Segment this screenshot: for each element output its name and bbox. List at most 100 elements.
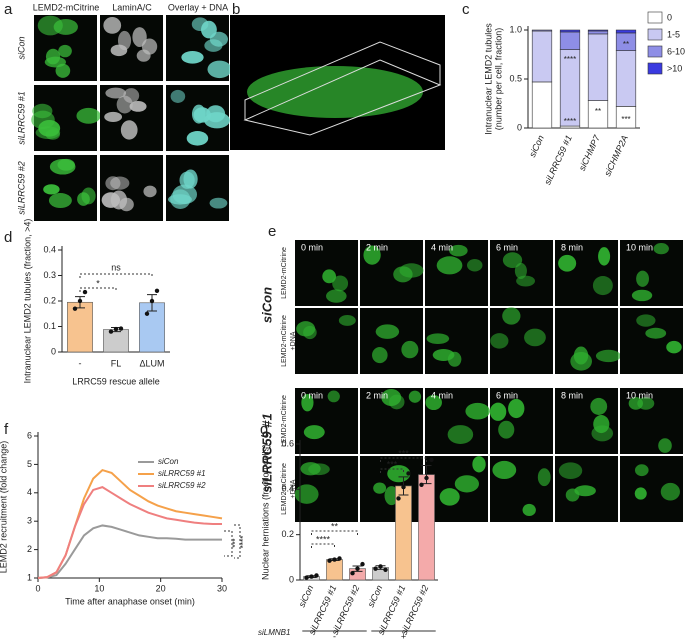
- row-label: LEMD2-mCitrine: [281, 463, 288, 515]
- cell: [454, 475, 480, 493]
- cell: [326, 289, 347, 303]
- cell: [119, 197, 134, 212]
- y-tick-label: 2: [27, 544, 32, 554]
- cell: [186, 131, 209, 146]
- time-label: 8 min: [561, 390, 583, 400]
- cell: [300, 462, 321, 476]
- x-axis-label: Time after anaphase onset (min): [65, 596, 195, 606]
- significance: ***: [621, 115, 630, 124]
- cell: [48, 193, 72, 209]
- cell: [45, 48, 61, 65]
- cell: [373, 482, 387, 494]
- cell: [327, 390, 340, 403]
- legend-swatch: [647, 45, 663, 58]
- y-tick-label: 0: [51, 346, 56, 356]
- y-tick-label: 1: [27, 572, 32, 582]
- cell: [565, 488, 580, 502]
- cell: [384, 486, 399, 506]
- y-tick-label: 6: [27, 430, 32, 440]
- cell: [43, 184, 60, 195]
- cell: [436, 256, 463, 275]
- cell: [338, 315, 356, 326]
- micrograph: [490, 388, 553, 454]
- row-label: LEMD2-mCitrine: [281, 395, 288, 447]
- bar-segment: [615, 50, 637, 107]
- y-axis-label: LEMD2 recruitment (fold change): [0, 441, 8, 574]
- cell: [492, 460, 517, 480]
- panel-label: a: [4, 1, 13, 18]
- bar-segment: [587, 33, 609, 101]
- micrograph: [360, 308, 423, 374]
- cell: [432, 348, 455, 362]
- data-point: [82, 289, 88, 295]
- cell: [132, 27, 147, 47]
- bracket: [224, 524, 241, 559]
- column-header: LaminA/C: [112, 2, 152, 12]
- data-point: [406, 471, 411, 476]
- y-tick-label: 0.2: [43, 295, 56, 305]
- cell: [303, 325, 317, 340]
- cell: [209, 197, 228, 209]
- cell: [558, 254, 577, 272]
- x-tick-label: siCHMP7: [577, 133, 603, 173]
- time-label: 4 min: [431, 242, 453, 252]
- x-tick-label: 0: [35, 583, 40, 593]
- data-point: [419, 482, 424, 487]
- legend-label: 1-5: [667, 29, 680, 39]
- bar-segment: [531, 29, 553, 32]
- legend-label: >10: [667, 63, 682, 73]
- cell: [598, 247, 611, 266]
- cell: [631, 289, 653, 302]
- data-point: [144, 311, 150, 316]
- cell: [658, 438, 672, 453]
- legend-label: 0: [667, 12, 672, 22]
- y-axis-label: Intranuclear LEMD2 tubules (fraction, >4…: [22, 219, 32, 384]
- column-header: Overlay + DNA: [168, 2, 228, 12]
- cell: [76, 107, 101, 124]
- significance: **: [623, 40, 629, 49]
- bar-segment: [587, 29, 609, 32]
- time-label: 0 min: [301, 390, 323, 400]
- cell: [117, 30, 132, 51]
- y-tick-label: 0.5: [509, 73, 522, 83]
- significance: ****: [564, 55, 576, 64]
- cell: [537, 468, 551, 487]
- time-label: 10 min: [626, 242, 653, 252]
- row-label: siCon: [16, 36, 26, 59]
- cell: [129, 101, 147, 112]
- cell: [58, 44, 72, 58]
- row-label: +DNA: [290, 479, 297, 498]
- cell: [181, 50, 204, 64]
- cell: [301, 393, 314, 412]
- cell: [408, 390, 422, 403]
- x-tick-label: -: [79, 358, 82, 368]
- cell: [105, 176, 121, 191]
- cell: [375, 324, 400, 339]
- data-point: [350, 571, 355, 576]
- significance: ***: [387, 459, 398, 469]
- x-tick-label: 10: [94, 583, 104, 593]
- cell: [498, 420, 515, 439]
- cell: [116, 95, 133, 114]
- data-point: [355, 566, 360, 571]
- cell: [322, 269, 337, 284]
- bar-segment: [531, 81, 553, 129]
- cell: [502, 252, 523, 268]
- y-tick-label: 0: [517, 122, 522, 132]
- x-tick-label: 30: [217, 583, 227, 593]
- cell: [508, 398, 525, 419]
- y-tick-label: 1.0: [509, 24, 522, 34]
- y-tick-label: 0.6: [281, 438, 294, 448]
- row-label: siLRRC59 #2: [16, 161, 26, 215]
- group-label: siCon: [259, 287, 274, 323]
- data-point: [360, 561, 365, 567]
- time-label: 8 min: [561, 242, 583, 252]
- cell: [465, 402, 490, 420]
- cell: [425, 394, 442, 411]
- panel-label: f: [4, 421, 9, 438]
- panel-label: e: [268, 223, 276, 240]
- cell: [472, 456, 486, 473]
- group-label: -: [333, 631, 336, 640]
